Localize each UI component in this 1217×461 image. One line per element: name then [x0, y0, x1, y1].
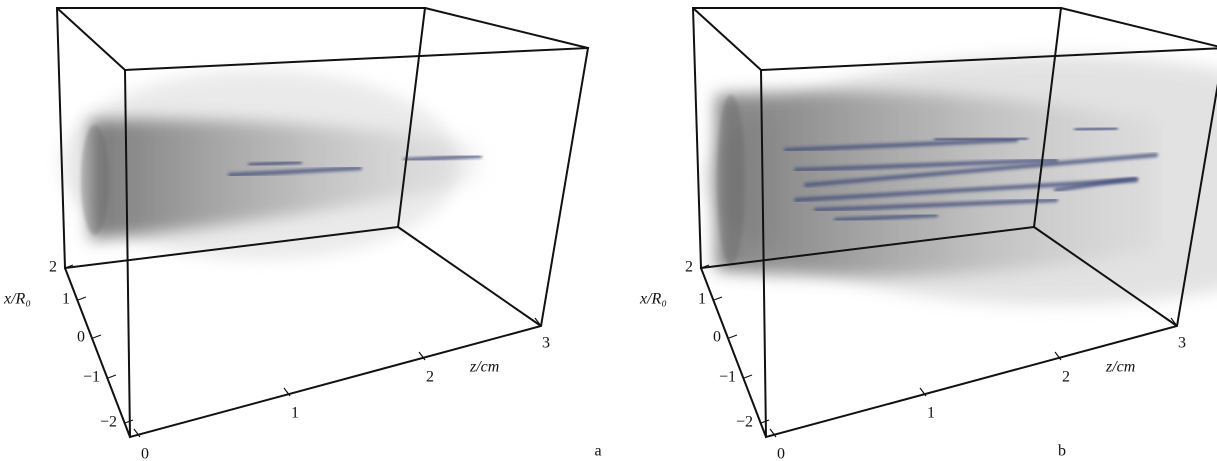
x-tick [108, 375, 116, 378]
box-edge [1061, 8, 1217, 48]
box-edge [693, 8, 761, 70]
x-tick-label: −1 [83, 369, 100, 386]
figure: 210−1−2x/R₀0123z/cma210−1−2x/R₀0123z/cmb [0, 0, 1217, 461]
box-edge [398, 227, 541, 326]
x-tick-label: −2 [100, 414, 117, 431]
x-axis-label: x/R₀ [3, 291, 31, 308]
x-tick-label: −2 [736, 414, 753, 431]
z-tick-label: 1 [291, 405, 299, 422]
plume-inlet [81, 125, 109, 235]
z-tick-label: 3 [1178, 335, 1186, 352]
x-tick [714, 297, 722, 300]
vortex-structure [936, 138, 1026, 140]
z-tick-label: 1 [927, 405, 935, 422]
plume-inlet [717, 95, 745, 265]
z-axis-label: z/cm [1105, 359, 1135, 376]
panel-label: a [594, 443, 601, 460]
x-tick-label: 0 [713, 329, 721, 346]
z-tick-label: 2 [1062, 369, 1070, 386]
x-tick-label: 1 [62, 291, 70, 308]
box-edge [425, 8, 588, 48]
x-tick [729, 335, 737, 338]
box-edge [65, 268, 130, 437]
box-edge [57, 8, 125, 70]
x-tick-label: 2 [49, 259, 57, 276]
z-axis-label: z/cm [469, 359, 499, 376]
panel-label: b [1058, 443, 1066, 460]
box-edge [701, 268, 766, 437]
x-axis-label: x/R₀ [639, 291, 667, 308]
x-tick-label: 0 [77, 329, 85, 346]
z-tick-label: 0 [141, 446, 149, 461]
x-tick-label: 2 [685, 259, 693, 276]
x-tick [93, 335, 101, 338]
x-tick-label: 1 [698, 291, 706, 308]
vortex-structure [1076, 128, 1116, 130]
z-tick-label: 2 [426, 369, 434, 386]
x-tick-label: −1 [719, 369, 736, 386]
z-tick-label: 0 [777, 446, 785, 461]
x-tick [744, 375, 752, 378]
z-tick-label: 3 [542, 335, 550, 352]
x-tick [78, 297, 86, 300]
